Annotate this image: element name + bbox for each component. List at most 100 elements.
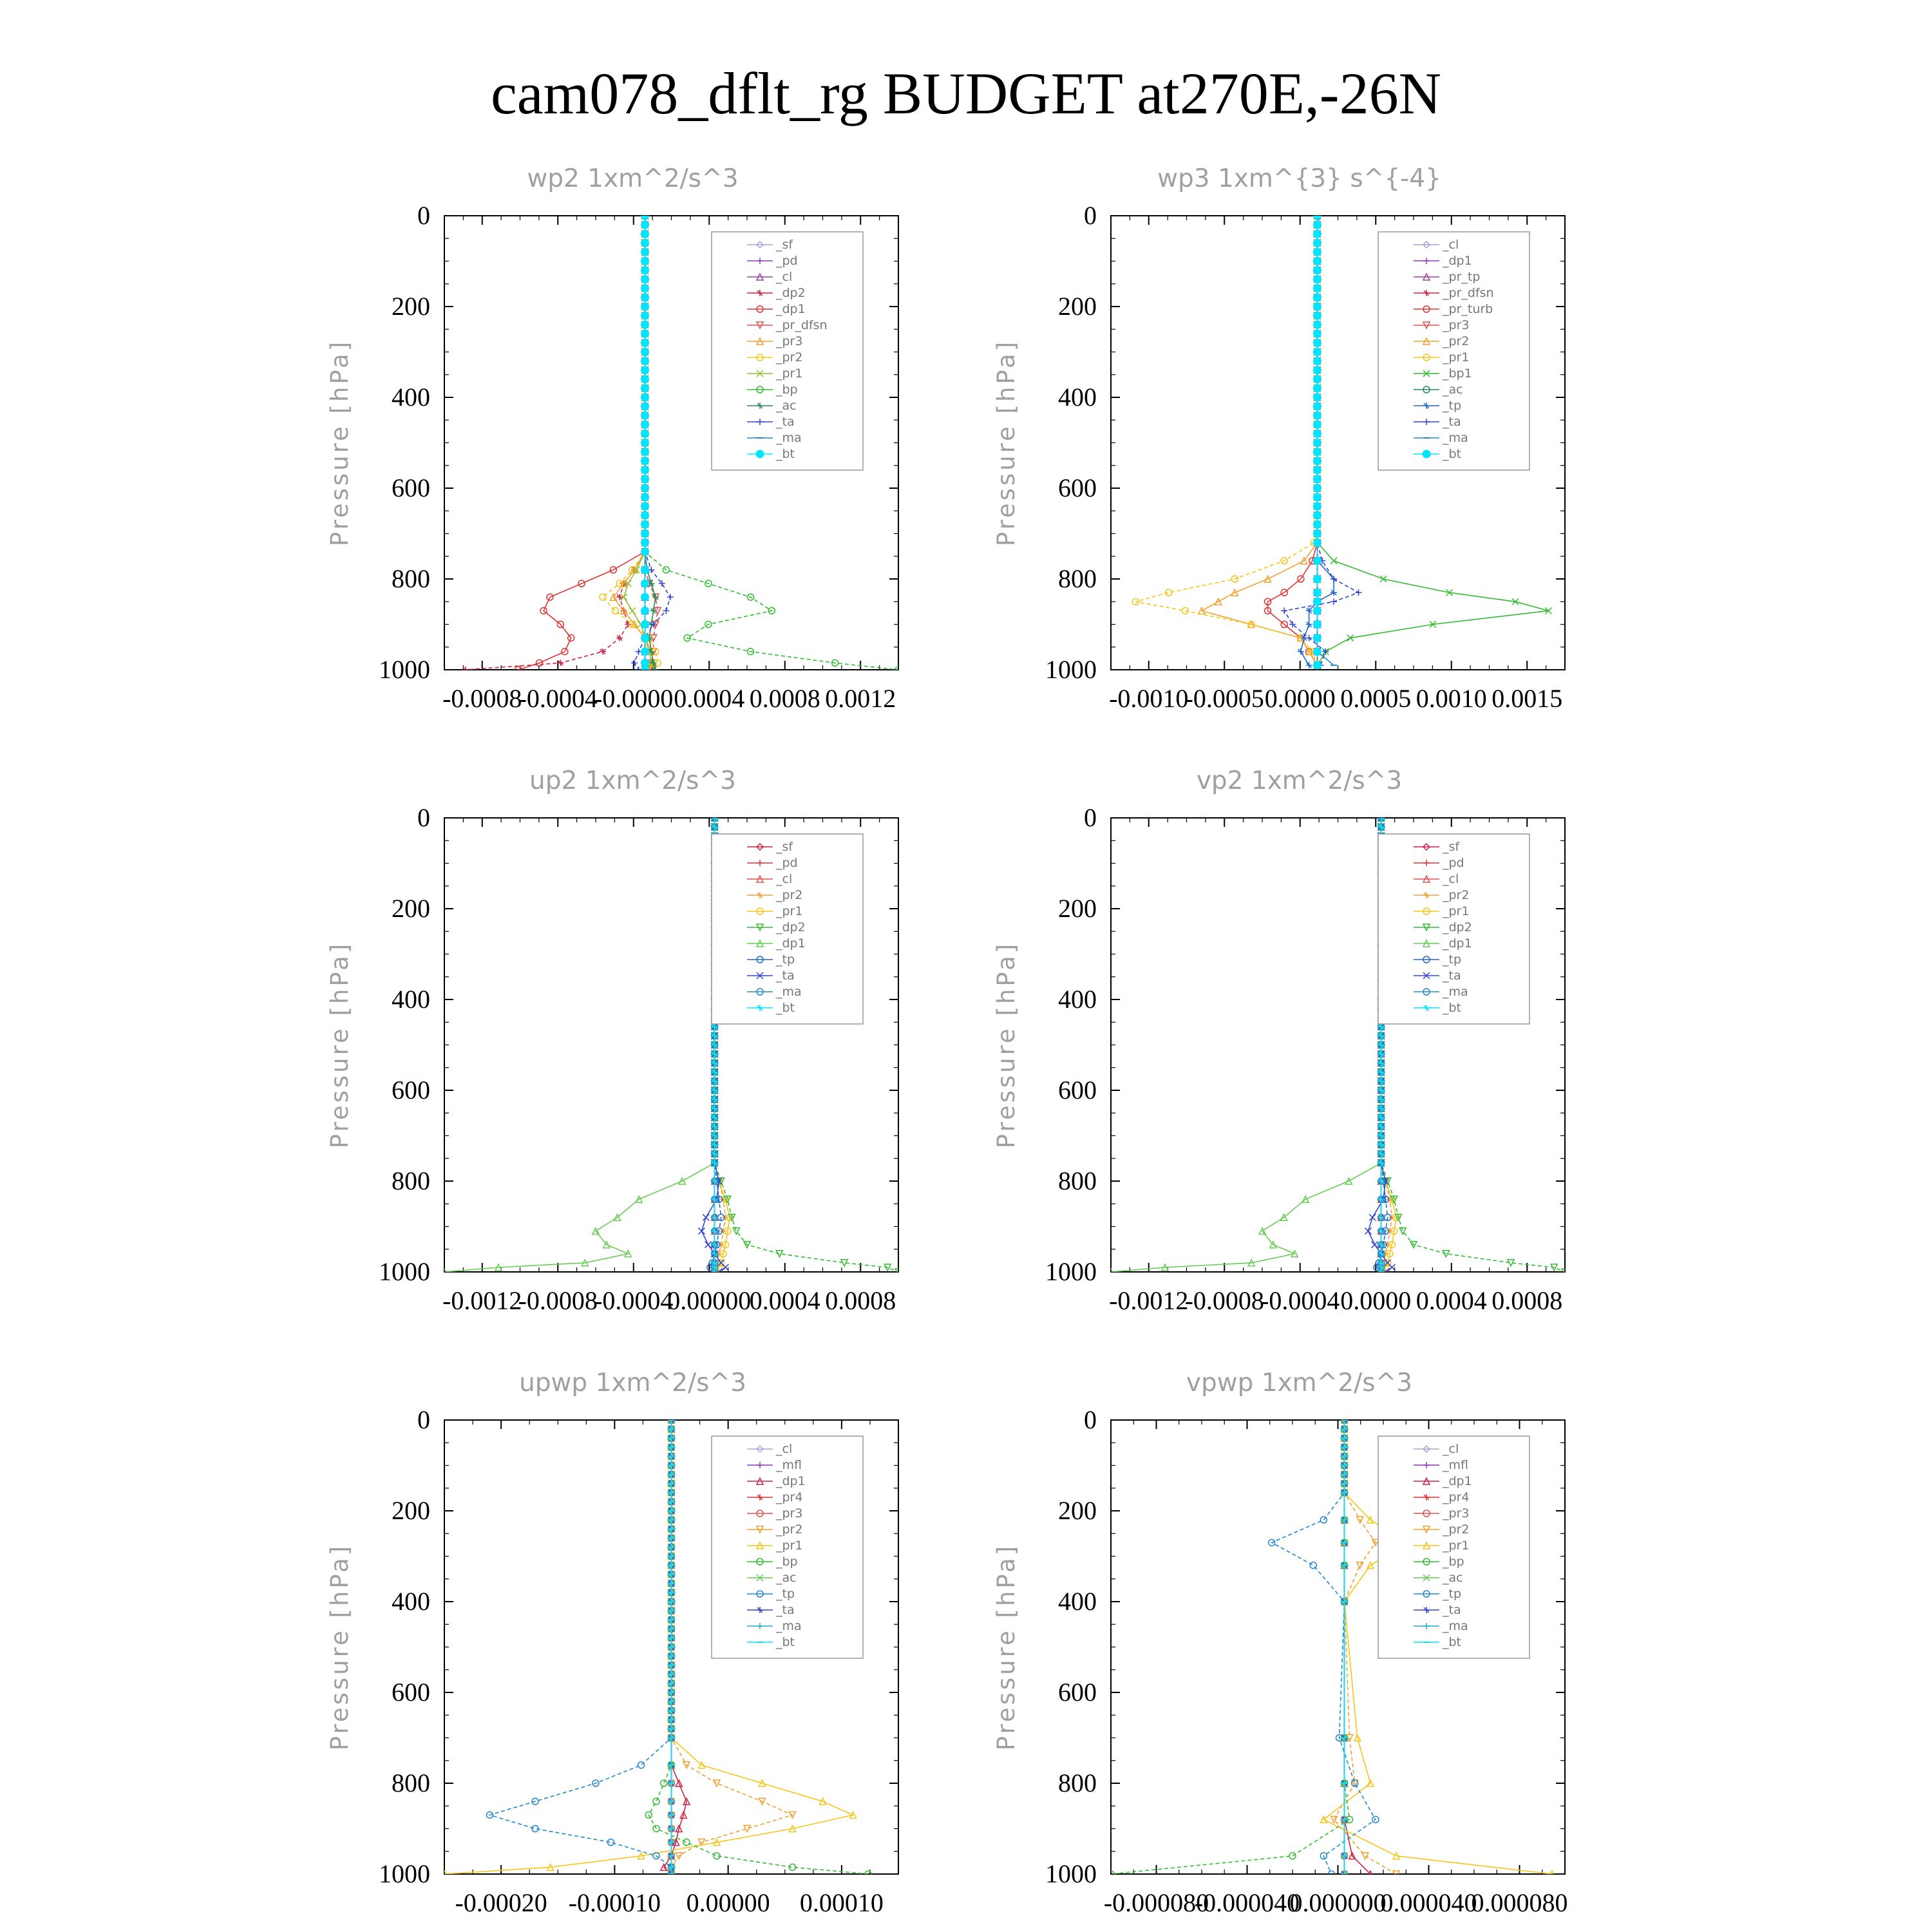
data-point	[1312, 556, 1321, 565]
data-point	[711, 1250, 718, 1257]
legend-marker	[1423, 1494, 1430, 1501]
x-tick-label: 0.0000	[1340, 1286, 1411, 1315]
y-tick-label: 200	[1058, 292, 1097, 321]
x-tick-label: -0.0004	[518, 684, 598, 713]
data-point	[1312, 411, 1321, 420]
data-point	[609, 592, 618, 601]
data-point	[1550, 1264, 1558, 1272]
data-point	[758, 1797, 766, 1806]
legend-marker	[1423, 988, 1430, 996]
data-point	[711, 1241, 718, 1248]
data-point	[641, 220, 650, 229]
y-tick-label: 1000	[379, 655, 430, 684]
legend-marker	[1423, 258, 1430, 264]
data-point	[1361, 1852, 1370, 1861]
legend-marker	[1422, 321, 1431, 330]
data-point	[1312, 511, 1321, 520]
data-point	[641, 293, 650, 302]
data-point	[711, 1123, 718, 1130]
legend-marker	[756, 1510, 764, 1517]
data-point	[721, 1240, 730, 1249]
legend-marker	[756, 370, 764, 377]
data-point	[711, 1196, 718, 1203]
legend-label: _mfl	[775, 1458, 802, 1472]
x-tick-label: 0.0010	[1416, 684, 1487, 713]
data-point	[712, 1837, 721, 1846]
data-point	[1301, 1195, 1310, 1203]
y-tick-label: 600	[392, 1075, 430, 1104]
y-tick-label: 800	[1058, 564, 1097, 593]
legend-box	[711, 833, 864, 1025]
data-point	[675, 1852, 683, 1861]
data-point	[711, 1150, 718, 1157]
series-line-pr_turb	[1267, 216, 1318, 666]
data-point	[620, 593, 628, 601]
legend-label: _dp2	[775, 920, 806, 934]
legend-marker	[757, 860, 763, 866]
data-point	[650, 621, 657, 628]
panel-title: wp3 1xm^{3} s^{-4}	[1157, 164, 1441, 193]
data-point	[1409, 1240, 1418, 1249]
data-point	[641, 284, 650, 293]
y-axis-label: Pressure [hPa]	[992, 339, 1020, 546]
legend-label: _ma	[775, 985, 802, 999]
data-point	[705, 1241, 712, 1249]
data-point	[1378, 1041, 1385, 1048]
y-axis-label: Pressure [hPa]	[326, 339, 354, 546]
legend-label: _cl	[775, 270, 792, 284]
series-line-pr2	[1200, 216, 1318, 666]
data-point	[641, 592, 650, 601]
x-tick-label: 0.000040	[1381, 1888, 1477, 1917]
x-tick-label: 0.0004	[1416, 1286, 1487, 1315]
data-point	[1247, 1258, 1256, 1267]
legend-label: _pd	[1442, 856, 1464, 870]
panel-5: upwp 1xm^2/s^3 Pressure [hPa] 0 200 400 600 80…	[326, 1368, 899, 1917]
data-point	[641, 538, 650, 547]
data-point	[678, 1177, 687, 1185]
legend-label: _ta	[775, 415, 795, 429]
data-point	[1378, 1214, 1385, 1221]
x-tick-label: 0.000080	[1472, 1888, 1568, 1917]
data-point	[624, 1249, 632, 1258]
y-tick-label: 400	[392, 1587, 430, 1616]
data-point	[641, 402, 650, 411]
legend-marker	[755, 1541, 764, 1549]
legend-label: _ma	[775, 1619, 802, 1633]
data-point	[1378, 1105, 1385, 1112]
data-point	[652, 667, 659, 670]
legend-marker	[1423, 290, 1430, 296]
data-point	[1394, 1213, 1403, 1222]
data-point	[531, 1797, 539, 1805]
data-point	[1378, 818, 1385, 821]
legend-marker	[756, 907, 764, 915]
legend-marker	[756, 1558, 764, 1566]
data-point	[641, 502, 650, 511]
data-point	[641, 620, 650, 629]
data-point	[1281, 607, 1288, 614]
data-point	[1399, 1227, 1407, 1236]
data-point	[641, 429, 650, 438]
data-point	[1231, 575, 1239, 583]
data-point	[660, 1779, 668, 1787]
data-point	[711, 1227, 718, 1235]
data-point	[711, 1114, 718, 1121]
y-tick-label: 800	[392, 1166, 430, 1195]
data-point	[1289, 1852, 1296, 1860]
data-point	[641, 457, 650, 466]
legend-label: _ta	[775, 1603, 795, 1617]
y-tick-label: 200	[392, 894, 430, 923]
data-point	[1305, 661, 1312, 668]
y-tick-label: 200	[392, 1496, 430, 1525]
panel-title: upwp 1xm^2/s^3	[519, 1368, 746, 1397]
data-point	[629, 566, 636, 574]
legend-label: _sf	[1442, 840, 1460, 854]
legend-marker	[757, 1607, 763, 1613]
data-point	[1320, 1852, 1328, 1860]
data-point	[1312, 420, 1321, 429]
plot-area	[462, 216, 898, 670]
data-point	[675, 1824, 683, 1833]
data-point	[1312, 606, 1321, 615]
legend-marker	[755, 1444, 764, 1454]
data-point	[1280, 589, 1288, 596]
data-point	[711, 1023, 718, 1030]
